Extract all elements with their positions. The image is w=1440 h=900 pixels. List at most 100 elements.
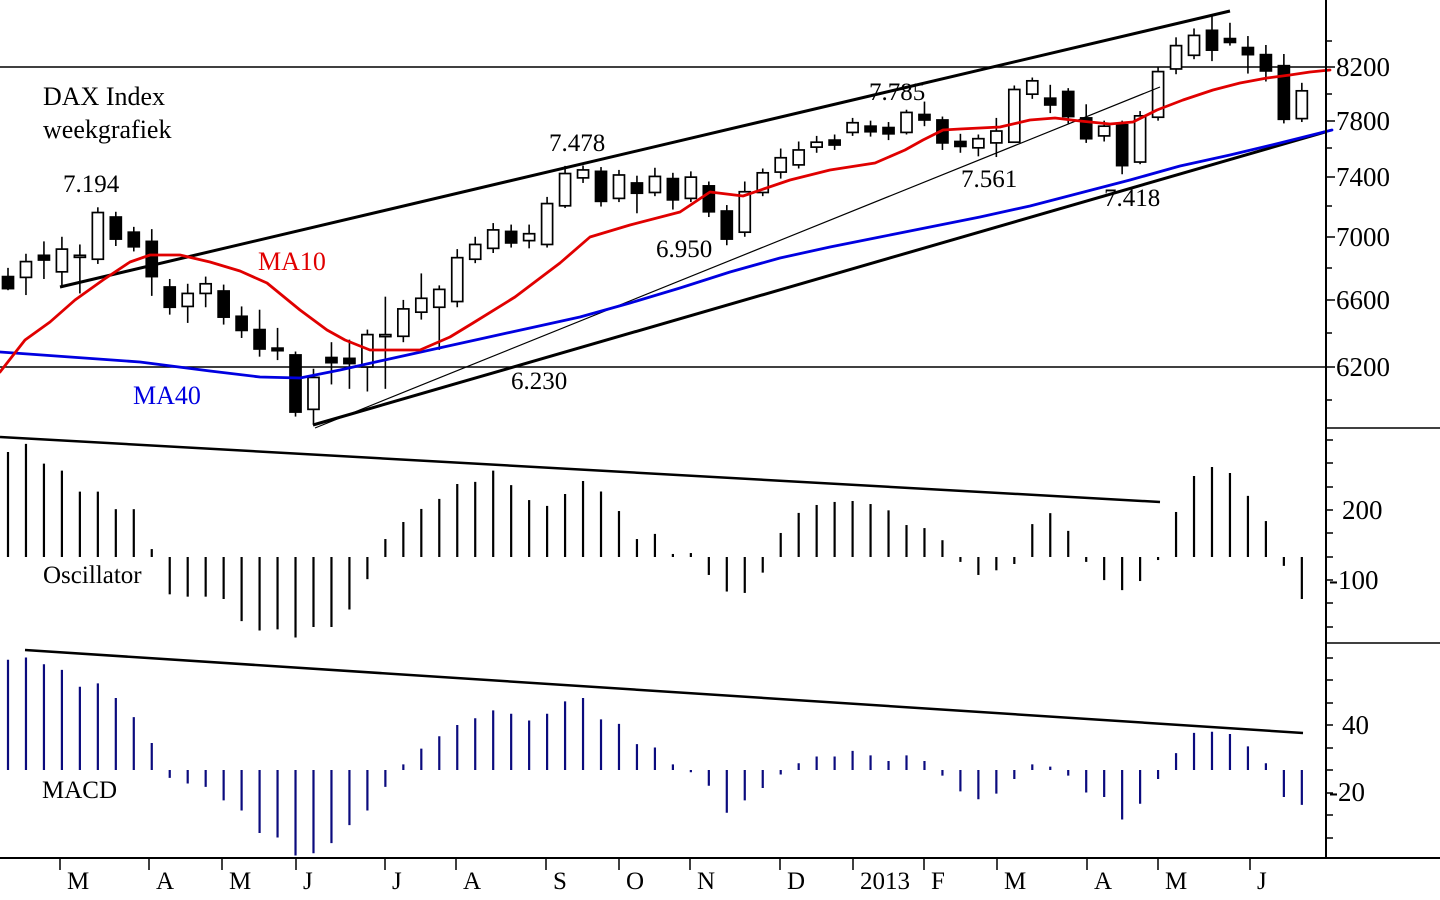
candle-body	[1, 275, 15, 290]
annotation-7785: 7.785	[869, 79, 926, 106]
candle-body	[468, 243, 482, 261]
candle-body	[289, 354, 302, 413]
candle-body	[486, 229, 500, 250]
candle-body	[738, 190, 752, 234]
oscillator-axis-label: 200	[1342, 495, 1383, 525]
candle-body	[127, 231, 141, 248]
ma10-line	[0, 68, 1332, 374]
candle-body	[972, 137, 985, 149]
candle-body	[379, 333, 392, 338]
candle-body	[989, 130, 1003, 144]
candle-body	[414, 297, 428, 314]
candle-body	[253, 328, 266, 350]
candle-body	[235, 315, 248, 332]
candle-body	[792, 149, 806, 166]
lower-channel-line	[312, 130, 1326, 427]
chart-title-line2: weekgrafiek	[43, 115, 172, 144]
candle-body	[343, 357, 356, 365]
month-label: M	[67, 868, 90, 895]
candle-body	[720, 210, 734, 240]
inner-trendline	[314, 86, 1161, 429]
candle-body	[1205, 29, 1219, 51]
chart-title-line1: DAX Index	[43, 82, 166, 111]
price-axis-label: 6200	[1336, 352, 1390, 382]
macd-label: MACD	[42, 777, 118, 804]
month-label: J	[392, 868, 402, 895]
candle-body	[1277, 64, 1291, 121]
candle-body	[271, 347, 284, 352]
candle-body	[73, 254, 87, 259]
candle-body	[522, 232, 536, 242]
month-label: S	[553, 868, 567, 895]
annotation-7418: 7.418	[1104, 185, 1161, 212]
candle-body	[846, 121, 859, 134]
price-axis-label: 8200	[1336, 52, 1390, 82]
candle-body	[1241, 46, 1255, 56]
candle-body	[199, 282, 213, 295]
macd-trendline	[24, 648, 1304, 735]
month-label: M	[1004, 868, 1027, 895]
candle-body	[109, 216, 123, 240]
ma40-label: MA40	[133, 381, 201, 410]
candle-body	[756, 171, 770, 194]
candle-body	[594, 170, 608, 203]
candle-body	[217, 290, 230, 318]
month-label: A	[463, 868, 482, 895]
oscillator-label: Oscillator	[43, 562, 142, 589]
price-axis-label: 6600	[1336, 285, 1390, 315]
macd-axis-label: 40	[1342, 710, 1369, 740]
candle-body	[1115, 123, 1129, 167]
candle-body	[325, 356, 338, 364]
candle-body	[1133, 115, 1147, 163]
month-label: M	[229, 868, 252, 895]
candle-body	[864, 125, 877, 133]
month-label: O	[626, 868, 645, 895]
ma40-line	[0, 128, 1334, 380]
month-label: F	[931, 868, 945, 895]
candle-body	[181, 292, 195, 308]
candle-body	[1223, 37, 1237, 44]
candle-body	[630, 182, 644, 195]
month-label: J	[1257, 868, 1267, 895]
candle-body	[1259, 53, 1273, 72]
candle-body	[1043, 97, 1057, 106]
upper-channel-line	[59, 9, 1231, 289]
candle-body	[1295, 89, 1309, 120]
candle-body	[1079, 117, 1093, 140]
candle-body	[1025, 79, 1039, 96]
annotation-7561: 7.561	[961, 166, 1018, 193]
price-axis-label: 7400	[1336, 162, 1390, 192]
annotation-6230: 6.230	[511, 368, 568, 395]
oscillator-axis-label: -100	[1329, 565, 1379, 595]
candle-body	[882, 126, 895, 135]
candle-body	[918, 113, 931, 121]
month-label: 2013	[860, 868, 910, 895]
candle-body	[684, 176, 698, 200]
month-label: M	[1165, 868, 1188, 895]
annotation-6950: 6.950	[656, 236, 713, 263]
month-label: D	[787, 868, 806, 895]
candle-body	[1097, 125, 1111, 137]
month-label: A	[1094, 868, 1113, 895]
candle-body	[558, 172, 572, 207]
candle-body	[307, 376, 320, 411]
candle-body	[91, 211, 105, 261]
candle-body	[540, 202, 554, 246]
annotation-7194: 7.194	[63, 171, 120, 198]
candle-body	[145, 240, 159, 278]
candle-body	[774, 156, 788, 173]
candle-body	[648, 175, 662, 194]
price-axis-label: 7800	[1336, 106, 1390, 136]
candle-body	[702, 185, 716, 213]
candle-body	[666, 177, 680, 201]
candle-body	[396, 308, 410, 338]
month-label: N	[697, 868, 716, 895]
candle-body	[504, 230, 518, 244]
candle-body	[37, 254, 51, 261]
candle-body	[432, 288, 446, 309]
candle-body	[55, 248, 69, 273]
candle-body	[163, 286, 177, 309]
candle-body	[450, 256, 464, 303]
candle-body	[900, 111, 913, 134]
